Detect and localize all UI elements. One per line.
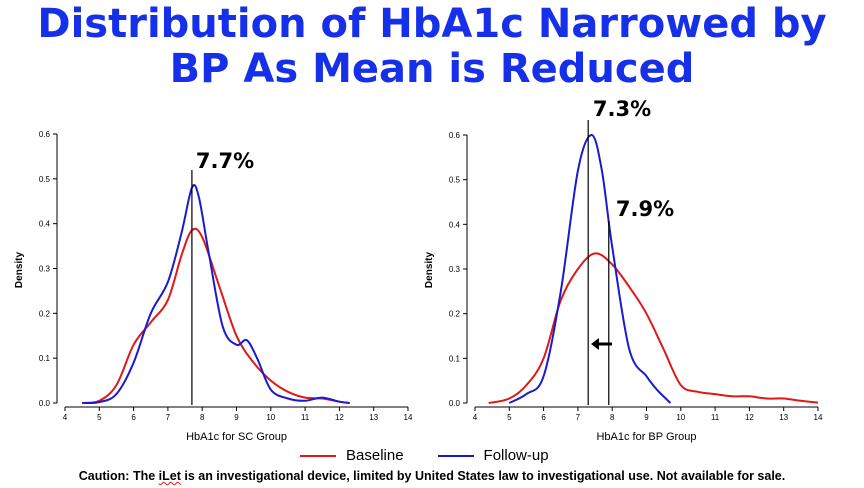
legend-label-followup: Follow-up bbox=[483, 447, 549, 464]
sc-y-tick-label: 0.0 bbox=[39, 399, 51, 408]
sc-follow-up-curve bbox=[82, 184, 350, 405]
bp-mean-label: 7.3% bbox=[593, 97, 651, 121]
bp-x-tick-label: 4 bbox=[473, 413, 478, 422]
sc-x-tick-label: 9 bbox=[234, 413, 239, 422]
sc-x-tick-label: 11 bbox=[301, 413, 310, 422]
bp-y-tick-label: 0.1 bbox=[449, 354, 461, 363]
bp-x-axis-label: HbA1c for BP Group bbox=[596, 431, 696, 443]
bp-y-tick-label: 0.6 bbox=[449, 131, 461, 140]
bp-x-tick-label: 13 bbox=[779, 413, 788, 422]
sc-y-tick-label: 0.5 bbox=[39, 175, 51, 184]
caution-pre: Caution: The bbox=[78, 469, 159, 483]
sc-x-tick-label: 10 bbox=[266, 413, 275, 422]
sc-y-tick-label: 0.1 bbox=[39, 354, 51, 363]
bp-y-tick-label: 0.4 bbox=[449, 220, 461, 229]
bp-mean-label: 7.9% bbox=[616, 197, 674, 221]
bp-group-density-chart: 0.0 0.1 0.2 0.3 0.4 0.5 0.6 4 5 6 7 8 9 10 11 12 13 14 HbA… bbox=[424, 97, 823, 443]
bp-y-tick-label: 0.5 bbox=[449, 176, 461, 185]
sc-group-density-chart: 0.0 0.1 0.2 0.3 0.4 0.5 0.6 4 5 6 7 8 9 10 11 12 13 14 HbA… bbox=[14, 130, 413, 443]
sc-baseline-curve bbox=[82, 227, 350, 404]
sc-x-tick-label: 5 bbox=[97, 413, 102, 422]
bp-x-tick-label: 6 bbox=[541, 413, 546, 422]
bp-y-axis-label: Density bbox=[424, 252, 435, 289]
sc-mean-label: 7.7% bbox=[196, 149, 254, 173]
caution-ilet: iLet bbox=[158, 469, 181, 483]
sc-y-tick-label: 0.2 bbox=[39, 309, 51, 318]
bp-x-tick-label: 7 bbox=[576, 413, 581, 422]
chart-title-line-1: Distribution of HbA1c Narrowed by bbox=[37, 1, 827, 47]
chart-title-line-2: BP As Mean is Reduced bbox=[169, 46, 695, 92]
sc-y-tick-label: 0.3 bbox=[39, 265, 51, 274]
bp-y-tick-label: 0.2 bbox=[449, 310, 461, 319]
bp-baseline-curve bbox=[488, 252, 819, 404]
caution-note: Caution: The iLet is an investigational … bbox=[0, 469, 864, 483]
sc-x-tick-label: 12 bbox=[335, 413, 344, 422]
bp-x-tick-label: 9 bbox=[644, 413, 649, 422]
sc-y-tick-label: 0.4 bbox=[39, 220, 51, 229]
legend-item-baseline: Baseline bbox=[300, 447, 404, 464]
bp-y-tick-label: 0.3 bbox=[449, 265, 461, 274]
sc-x-tick-label: 8 bbox=[200, 413, 205, 422]
sc-x-tick-label: 7 bbox=[166, 413, 171, 422]
sc-x-tick-label: 4 bbox=[63, 413, 68, 422]
bp-x-tick-label: 8 bbox=[610, 413, 615, 422]
bp-follow-up-curve bbox=[508, 134, 672, 404]
sc-y-tick-label: 0.6 bbox=[39, 130, 51, 139]
sc-y-axis-label: Density bbox=[14, 252, 25, 289]
legend-swatch-baseline bbox=[300, 454, 336, 457]
sc-x-tick-label: 13 bbox=[369, 413, 378, 422]
bp-x-tick-label: 12 bbox=[745, 413, 754, 422]
bp-x-tick-label: 11 bbox=[711, 413, 720, 422]
legend-item-followup: Follow-up bbox=[437, 447, 549, 464]
bp-x-tick-label: 10 bbox=[676, 413, 685, 422]
sc-x-tick-label: 6 bbox=[131, 413, 136, 422]
legend-label-baseline: Baseline bbox=[346, 447, 404, 464]
bp-x-tick-label: 14 bbox=[814, 413, 823, 422]
caution-post: is an investigational device, limited by… bbox=[180, 469, 786, 483]
legend: Baseline Follow-up bbox=[300, 447, 583, 464]
bp-x-tick-label: 5 bbox=[507, 413, 512, 422]
sc-x-axis-label: HbA1c for SC Group bbox=[186, 431, 287, 443]
sc-x-tick-label: 14 bbox=[404, 413, 413, 422]
bp-shift-arrow-head bbox=[591, 338, 599, 350]
legend-swatch-followup bbox=[437, 454, 474, 457]
bp-y-tick-label: 0.0 bbox=[449, 399, 461, 408]
